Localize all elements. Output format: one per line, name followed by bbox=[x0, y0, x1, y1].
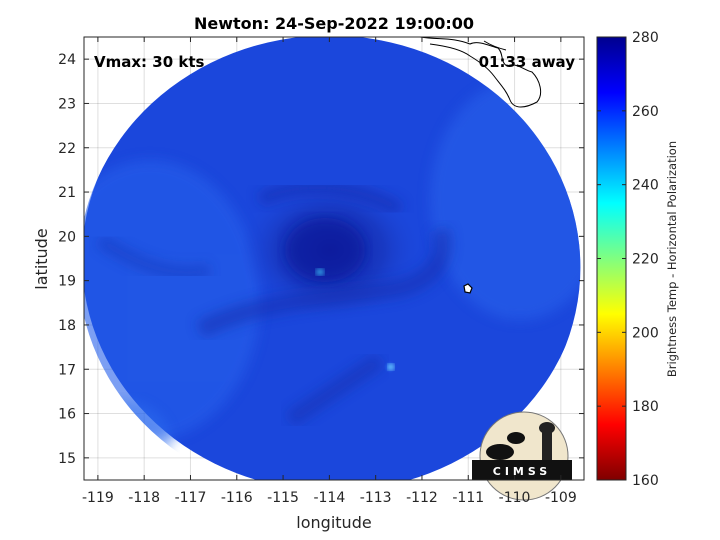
y-tick-label: 18 bbox=[58, 318, 76, 334]
cimss-logo: CIMSS bbox=[472, 411, 572, 501]
colorbar-label: Brightness Temp - Horizontal Polarizatio… bbox=[665, 141, 679, 377]
island-marker bbox=[463, 283, 473, 294]
x-tick-label: -113 bbox=[360, 490, 392, 506]
colorbar-tick-label: 160 bbox=[632, 473, 659, 489]
colorbar-tick-label: 200 bbox=[632, 325, 659, 341]
colorbar-tick-label: 260 bbox=[632, 104, 659, 120]
y-tick-label: 20 bbox=[58, 229, 76, 245]
x-tick-label: -119 bbox=[82, 490, 114, 506]
axes-frame bbox=[83, 36, 585, 481]
x-tick-label: -118 bbox=[128, 490, 160, 506]
colorbar-tick-label: 240 bbox=[632, 178, 659, 194]
x-tick-label: -110 bbox=[499, 490, 531, 506]
vmax-label: Vmax: 30 kts bbox=[94, 53, 204, 71]
x-tick-label: -114 bbox=[313, 490, 345, 506]
colorbar-tick-label: 280 bbox=[632, 30, 659, 46]
y-axis-label: latitude bbox=[32, 228, 51, 289]
y-tick-label: 15 bbox=[58, 451, 76, 467]
y-tick-label: 19 bbox=[58, 274, 76, 290]
colorbar-tick-label: 220 bbox=[632, 252, 659, 268]
y-tick-label: 16 bbox=[58, 407, 76, 423]
x-tick-label: -116 bbox=[221, 490, 253, 506]
y-tick-label: 21 bbox=[58, 185, 76, 201]
y-tick-label: 22 bbox=[58, 141, 76, 157]
y-tick-label: 17 bbox=[58, 362, 76, 378]
y-axis: 15 16 17 18 19 20 21 22 23 24 bbox=[58, 52, 584, 467]
logo-text: CIMSS bbox=[493, 465, 551, 478]
x-tick-label: -109 bbox=[545, 490, 577, 506]
coastline bbox=[419, 37, 542, 108]
colorbar-tick-label: 180 bbox=[632, 399, 659, 415]
x-axis: -119 -118 -117 -116 -115 -114 -113 -112 -111 -110… bbox=[82, 37, 577, 506]
colorbar-ticks: 160 180 200 220 240 260 280 bbox=[597, 30, 659, 489]
x-tick-label: -112 bbox=[406, 490, 438, 506]
x-tick-label: -111 bbox=[452, 490, 484, 506]
y-tick-label: 24 bbox=[58, 52, 76, 68]
map-title: Newton: 24-Sep-2022 19:00:00 bbox=[194, 14, 474, 33]
colorbar bbox=[596, 36, 627, 481]
y-tick-label: 23 bbox=[58, 96, 76, 112]
x-tick-label: -115 bbox=[267, 490, 299, 506]
time-away-label: 01:33 away bbox=[479, 53, 576, 71]
x-axis-label: longitude bbox=[296, 513, 371, 532]
x-tick-label: -117 bbox=[175, 490, 207, 506]
